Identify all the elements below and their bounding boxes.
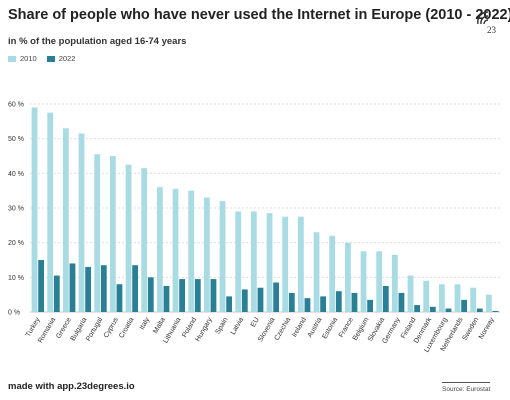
bar-2010-cyprus[interactable] — [109, 156, 116, 312]
source-note: Source: Eurostat — [442, 382, 491, 393]
y-tick-label: 10 % — [8, 275, 24, 282]
bar-2022-sweden[interactable] — [476, 308, 483, 312]
x-tick-label: Spain — [215, 316, 230, 335]
bar-2022-portugal[interactable] — [100, 265, 107, 312]
bar-2010-italy[interactable] — [141, 168, 148, 312]
y-tick-label: 50 % — [8, 136, 24, 143]
x-tick-label: Ireland — [291, 316, 308, 338]
legend-item-2010[interactable]: 2010 — [8, 54, 37, 63]
bar-2010-czechia[interactable] — [282, 216, 289, 312]
bar-2022-austria[interactable] — [320, 296, 327, 312]
x-tick-label: Norway — [478, 316, 496, 340]
bar-2022-poland[interactable] — [194, 279, 201, 312]
logo-text: 23 — [487, 25, 497, 35]
legend-label-2010: 2010 — [20, 54, 37, 63]
bar-2010-latvia[interactable] — [235, 211, 242, 312]
x-tick-label: EU — [250, 317, 261, 329]
bar-2010-germany[interactable] — [391, 254, 398, 312]
bar-2010-lithuania[interactable] — [172, 188, 179, 312]
bar-2022-lithuania[interactable] — [179, 279, 186, 312]
bar-2010-norway[interactable] — [485, 294, 492, 312]
bar-2010-malta[interactable] — [156, 187, 163, 312]
bar-2022-latvia[interactable] — [241, 289, 248, 312]
bar-2022-greece[interactable] — [69, 263, 76, 312]
bar-2010-sweden[interactable] — [470, 287, 477, 312]
bar-2010-austria[interactable] — [313, 232, 320, 312]
bar-2010-slovenia[interactable] — [266, 213, 273, 312]
legend-item-2022[interactable]: 2022 — [46, 54, 76, 63]
x-tick-label: Croatia — [118, 316, 135, 339]
x-tick-label: Malta — [152, 316, 167, 334]
y-tick-label: 40 % — [8, 171, 24, 178]
bar-2022-croatia[interactable] — [132, 265, 139, 312]
bar-2022-spain[interactable] — [226, 296, 233, 312]
bar-2010-poland[interactable] — [188, 190, 195, 312]
bar-2010-france[interactable] — [344, 242, 351, 312]
legend-swatch-2010 — [8, 55, 16, 62]
y-tick-label: 0 % — [8, 310, 20, 317]
made-with-link[interactable]: made with app.23degrees.io — [8, 381, 135, 392]
bar-2022-denmark[interactable] — [429, 306, 436, 312]
bar-2010-portugal[interactable] — [94, 154, 101, 312]
bar-2010-eu[interactable] — [250, 211, 257, 312]
bar-2022-finland[interactable] — [414, 305, 421, 312]
bar-2022-malta[interactable] — [163, 286, 170, 312]
x-tick-label: Estonia — [321, 316, 339, 340]
y-tick-label: 30 % — [8, 206, 24, 213]
bar-2010-estonia[interactable] — [329, 235, 336, 312]
bar-2022-hungary[interactable] — [210, 279, 217, 312]
y-tick-label: 20 % — [8, 240, 24, 247]
legend: 2010 2022 — [8, 54, 85, 63]
x-tick-label: Italy — [139, 316, 152, 331]
chart-subtitle: in % of the population aged 16-74 years — [8, 36, 187, 47]
bar-2010-denmark[interactable] — [423, 280, 430, 312]
bar-2022-turkey[interactable] — [38, 260, 45, 312]
x-tick-label: Latvia — [230, 316, 245, 336]
bar-2010-croatia[interactable] — [125, 164, 132, 312]
bar-2022-slovenia[interactable] — [273, 282, 280, 312]
bar-2022-slovakia[interactable] — [382, 286, 389, 312]
bar-2022-ireland[interactable] — [304, 298, 311, 312]
bar-2022-italy[interactable] — [147, 277, 154, 312]
bar-2010-netherlands[interactable] — [454, 284, 461, 312]
bar-2022-belgium[interactable] — [367, 299, 374, 312]
bar-2022-cyprus[interactable] — [116, 284, 123, 312]
bar-2022-france[interactable] — [351, 292, 358, 312]
y-tick-label: 60 % — [8, 102, 24, 109]
legend-label-2022: 2022 — [58, 54, 76, 63]
legend-swatch-2022 — [46, 55, 55, 62]
bar-2010-hungary[interactable] — [203, 197, 210, 312]
bar-2010-turkey[interactable] — [31, 107, 38, 312]
bar-2010-luxembourg[interactable] — [438, 284, 445, 312]
bar-2010-finland[interactable] — [407, 275, 414, 312]
bar-2010-bulgaria[interactable] — [78, 133, 85, 312]
chart-title: Share of people who have never used the … — [8, 7, 510, 23]
bar-2022-netherlands[interactable] — [461, 299, 468, 312]
bar-2022-czechia[interactable] — [288, 292, 295, 312]
bar-2010-ireland[interactable] — [297, 216, 304, 312]
bar-2022-bulgaria[interactable] — [85, 266, 92, 312]
bar-2022-norway[interactable] — [492, 310, 499, 312]
bar-2022-romania[interactable] — [53, 275, 60, 312]
bar-2022-luxembourg[interactable] — [445, 308, 452, 312]
bar-2010-slovakia[interactable] — [376, 251, 383, 312]
bar-2010-romania[interactable] — [47, 112, 54, 313]
bar-2010-belgium[interactable] — [360, 251, 367, 312]
bar-2010-spain[interactable] — [219, 201, 226, 312]
x-tick-label: Turkey — [25, 316, 42, 338]
bar-2010-greece[interactable] — [62, 128, 69, 312]
bar-2022-eu[interactable] — [257, 287, 264, 312]
bar-2022-estonia[interactable] — [335, 291, 342, 312]
bar-2022-germany[interactable] — [398, 292, 405, 312]
23degrees-logo-icon: 23 — [477, 11, 497, 35]
